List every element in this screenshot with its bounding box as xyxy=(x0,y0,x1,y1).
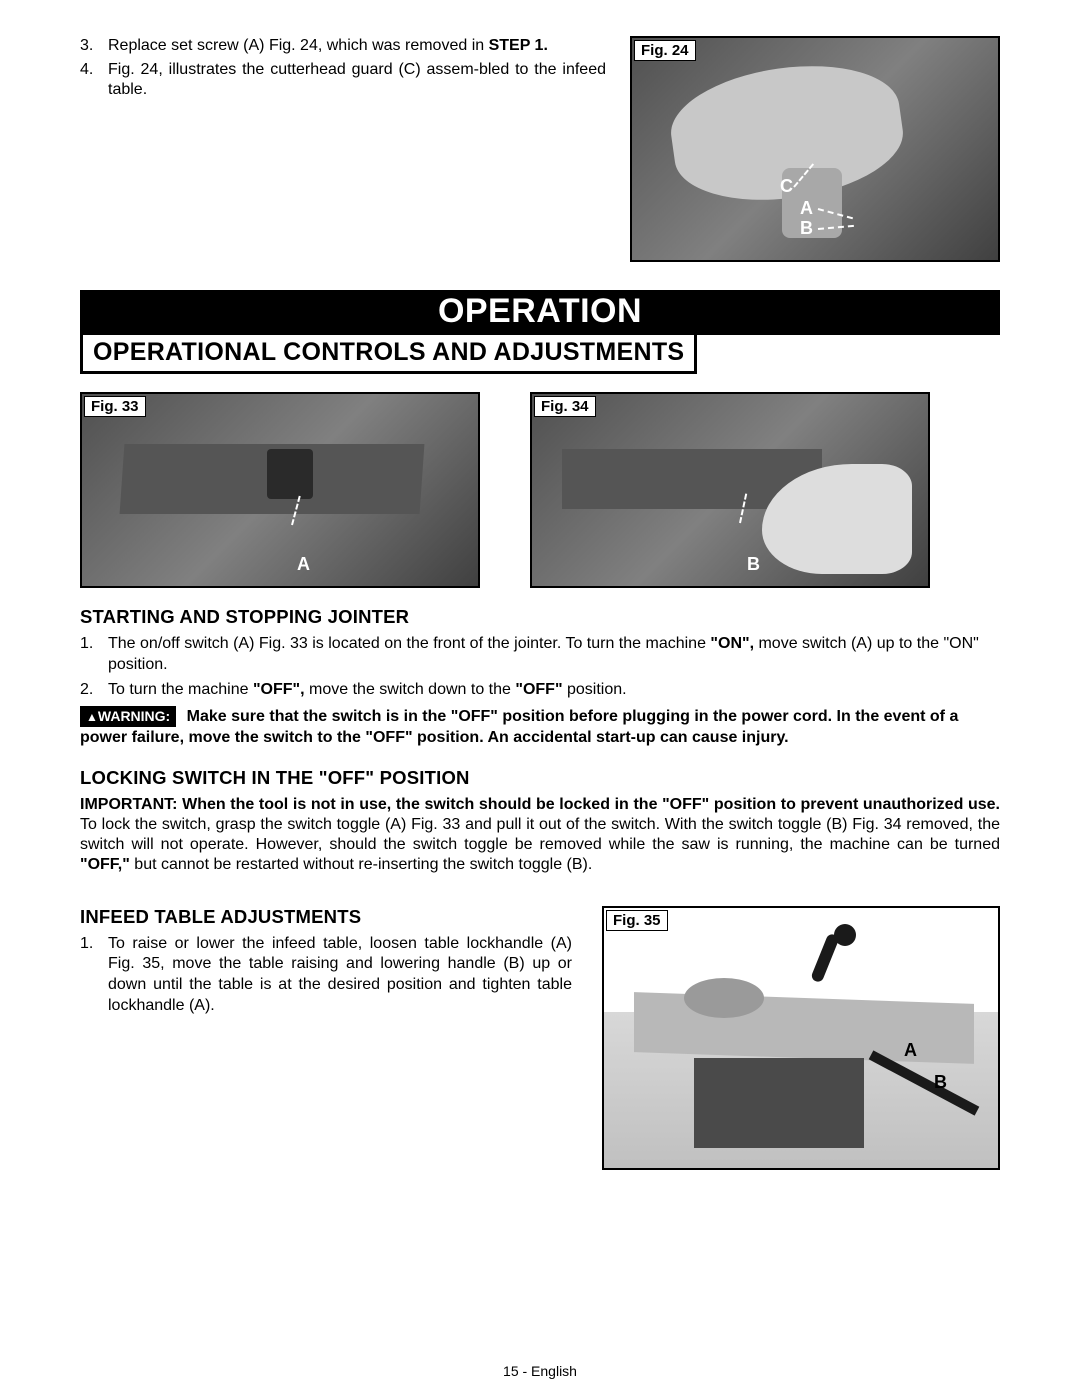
starting-heading: STARTING AND STOPPING JOINTER xyxy=(80,606,1000,628)
callout-a: A xyxy=(904,1040,917,1061)
photo-placeholder xyxy=(532,394,928,586)
list-item: 4. Fig. 24, illustrates the cutterhead g… xyxy=(80,60,606,100)
figure-33: Fig. 33 A xyxy=(80,392,480,588)
item-number: 4. xyxy=(80,60,108,100)
infeed-heading: INFEED TABLE ADJUSTMENTS xyxy=(80,906,572,928)
item-text: Replace set screw (A) Fig. 24, which was… xyxy=(108,36,606,56)
warning-block: ▲WARNING: Make sure that the switch is i… xyxy=(80,706,1000,749)
locking-paragraph: IMPORTANT: When the tool is not in use, … xyxy=(80,795,1000,876)
photo-placeholder xyxy=(604,908,998,1168)
photo-placeholder xyxy=(632,38,998,260)
photo-placeholder xyxy=(82,394,478,586)
list-item: 3. Replace set screw (A) Fig. 24, which … xyxy=(80,36,606,56)
item-number: 3. xyxy=(80,36,108,56)
item-text: The on/off switch (A) Fig. 33 is located… xyxy=(108,634,1000,676)
figure-label: Fig. 34 xyxy=(534,396,596,417)
top-list: 3. Replace set screw (A) Fig. 24, which … xyxy=(80,36,606,100)
list-item: 2. To turn the machine "OFF", move the s… xyxy=(80,680,1000,701)
callout-b: B xyxy=(800,218,813,239)
warning-badge: ▲WARNING: xyxy=(80,706,176,727)
bottom-section: INFEED TABLE ADJUSTMENTS 1. To raise or … xyxy=(80,906,1000,1170)
figure-label: Fig. 24 xyxy=(634,40,696,61)
infeed-list: 1. To raise or lower the infeed table, l… xyxy=(80,934,572,1017)
infeed-text: INFEED TABLE ADJUSTMENTS 1. To raise or … xyxy=(80,906,572,1170)
warning-icon: ▲ xyxy=(86,710,98,724)
page-footer: 15 - English xyxy=(0,1363,1080,1379)
figure-35: Fig. 35 A B xyxy=(602,906,1000,1170)
operation-subheading: OPERATIONAL CONTROLS AND ADJUSTMENTS xyxy=(80,335,697,374)
warning-text: Make sure that the switch is in the "OFF… xyxy=(80,708,958,746)
figure-label: Fig. 33 xyxy=(84,396,146,417)
callout-a: A xyxy=(800,198,813,219)
item-number: 1. xyxy=(80,934,108,1017)
top-section: 3. Replace set screw (A) Fig. 24, which … xyxy=(80,36,1000,262)
list-item: 1. The on/off switch (A) Fig. 33 is loca… xyxy=(80,634,1000,676)
callout-b: B xyxy=(747,554,760,575)
figure-row: Fig. 33 A Fig. 34 B xyxy=(80,392,1000,588)
item-text: Fig. 24, illustrates the cutterhead guar… xyxy=(108,60,606,100)
item-text: To raise or lower the infeed table, loos… xyxy=(108,934,572,1017)
item-number: 1. xyxy=(80,634,108,676)
callout-a: A xyxy=(297,554,310,575)
figure-34: Fig. 34 B xyxy=(530,392,930,588)
locking-heading: LOCKING SWITCH IN THE "OFF" POSITION xyxy=(80,767,1000,789)
operation-banner: OPERATION xyxy=(80,290,1000,335)
starting-list: 1. The on/off switch (A) Fig. 33 is loca… xyxy=(80,634,1000,700)
figure-24: Fig. 24 C A B xyxy=(630,36,1000,262)
item-number: 2. xyxy=(80,680,108,701)
item-text: To turn the machine "OFF", move the swit… xyxy=(108,680,1000,701)
figure-label: Fig. 35 xyxy=(606,910,668,931)
top-text: 3. Replace set screw (A) Fig. 24, which … xyxy=(80,36,606,262)
callout-c: C xyxy=(780,176,793,197)
list-item: 1. To raise or lower the infeed table, l… xyxy=(80,934,572,1017)
callout-b: B xyxy=(934,1072,947,1093)
